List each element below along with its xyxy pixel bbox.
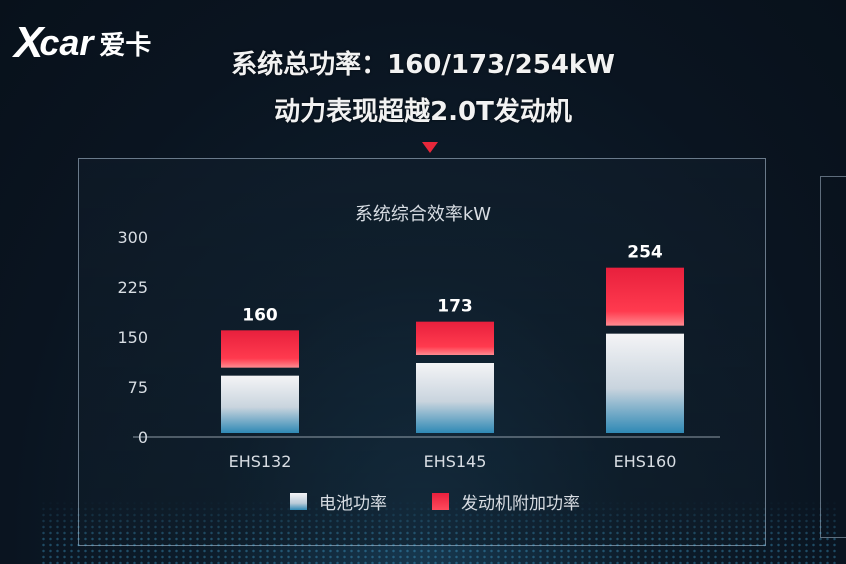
bar-engine — [606, 267, 684, 326]
bar-battery — [606, 333, 684, 433]
logo-cn: 爱卡 — [99, 30, 152, 61]
bar-total-label: 254 — [627, 243, 663, 263]
bar-engine — [221, 330, 299, 368]
bar-battery — [221, 375, 299, 433]
y-tick-label: 75 — [128, 378, 148, 397]
bar-battery — [416, 363, 494, 433]
y-tick-label: 150 — [117, 328, 148, 347]
xcar-logo: X car 爱卡 — [14, 18, 151, 68]
x-tick-label: EHS145 — [424, 452, 487, 471]
legend-battery-swatch — [290, 492, 307, 510]
next-panel-frame — [820, 176, 846, 538]
bar-engine — [416, 321, 494, 355]
y-tick-label: 225 — [117, 278, 148, 297]
legend-battery: 电池功率 — [290, 488, 387, 514]
x-tick-label: EHS160 — [614, 452, 677, 471]
headline-total-power: 系统总功率：160/173/254kW — [231, 50, 615, 80]
logo-car: car — [39, 22, 94, 63]
headline-performance: 动力表现超越2.0T发动机 — [274, 97, 572, 127]
y-tick-label: 300 — [117, 228, 148, 247]
pointer-triangle-icon — [422, 142, 438, 153]
bar-total-label: 160 — [242, 305, 278, 325]
legend-engine: 发动机附加功率 — [432, 488, 580, 514]
chart-title: 系统综合效率kW — [354, 204, 492, 225]
x-tick-label: EHS132 — [229, 452, 292, 471]
legend-battery-label: 电池功率 — [319, 493, 387, 514]
bar-total-label: 173 — [437, 297, 473, 317]
logo-x: X — [14, 18, 43, 67]
particle-wave-decoration — [40, 500, 840, 564]
legend-engine-label: 发动机附加功率 — [461, 493, 580, 514]
legend-engine-swatch — [432, 492, 449, 510]
